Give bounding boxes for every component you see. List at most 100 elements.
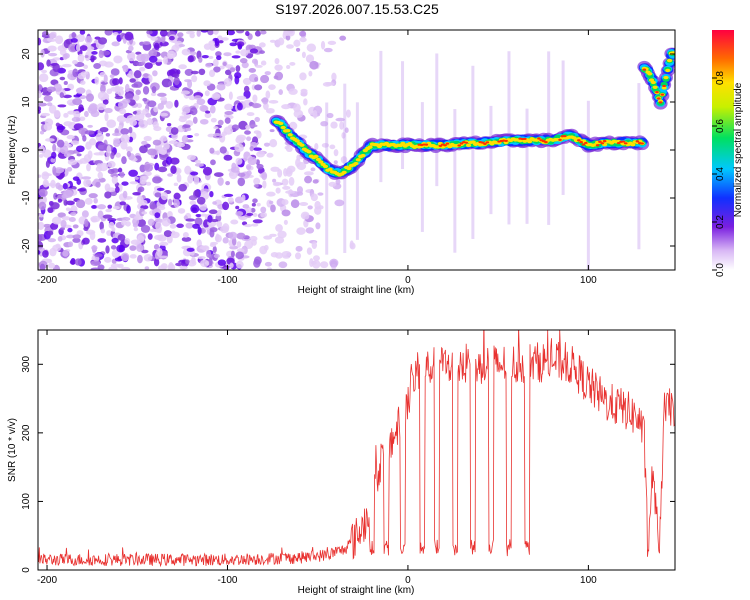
spectrogram-speckle (154, 192, 162, 198)
spectrogram-speckle (329, 258, 339, 268)
spectrogram-speckle (241, 61, 249, 69)
spectrogram-speckle (197, 255, 206, 260)
spectrogram-speckle (215, 150, 221, 156)
spectrogram-speckle (97, 204, 107, 210)
spectrogram-speckle (41, 92, 51, 96)
ridge-blob (465, 143, 472, 148)
spectrogram-speckle (73, 94, 81, 98)
spectrogram-speckle (295, 245, 303, 252)
spectrogram-speckle (246, 136, 252, 142)
spectrogram-speckle (54, 167, 65, 174)
spectrogram-speckle (196, 196, 206, 205)
spectrogram-speckle (99, 71, 106, 77)
spectrogram-speckle (255, 64, 263, 68)
spectrogram-speckle (293, 39, 301, 47)
spectrogram-speckle (120, 134, 130, 143)
ridge-blob (660, 93, 665, 96)
spectrogram-speckle (69, 259, 76, 265)
ridge-blob (355, 158, 361, 162)
spectrogram-speckle (152, 70, 158, 77)
spectrogram-speckle (166, 123, 172, 127)
spectrogram-speckle (294, 252, 302, 260)
spectrogram-speckle (63, 81, 68, 85)
ridge-blob (327, 167, 333, 172)
colorbar-tick-label: 0.4 (715, 167, 726, 181)
spectrogram-speckle (61, 63, 72, 68)
spectrogram-speckle (222, 201, 230, 211)
colorbar-tick-label: 0.2 (715, 215, 726, 229)
spectrogram-speckle (142, 97, 148, 102)
ridge-blob (544, 141, 548, 144)
spectrogram-speckle (97, 210, 104, 219)
spectrogram-speckle (153, 106, 159, 113)
spectrogram-speckle (239, 58, 248, 64)
spectrogram-speckle (266, 152, 274, 158)
ridge-blob (483, 142, 487, 146)
spectrogram-speckle (129, 78, 136, 83)
spectrogram-speckle (200, 259, 210, 268)
spectrogram-speckle (303, 98, 308, 106)
snr-y-axis: 0 100 200 300 (21, 356, 675, 573)
spectrogram-speckle (331, 72, 337, 82)
spectrogram-speckle (218, 40, 224, 44)
spectrogram-speckle (128, 169, 138, 177)
spectrogram-speckle (38, 250, 41, 255)
spectrogram-speckle (126, 146, 133, 153)
ridge-blob (306, 150, 312, 154)
spectrogram-speckle (229, 67, 236, 73)
spectrogram-speckle (110, 152, 115, 160)
spectrogram-speckle (260, 206, 267, 214)
spectrogram-speckle (302, 213, 310, 220)
spectrogram-speckle (155, 221, 162, 231)
spectrogram-speckle (59, 92, 65, 99)
spectrogram-speckle (256, 202, 261, 207)
spectrogram-speckle (174, 99, 179, 108)
spectrogram-speckle (97, 91, 108, 101)
spectrogram-streak (435, 53, 439, 187)
spectrogram-speckle (120, 141, 128, 150)
spectrogram-speckle (83, 64, 89, 70)
spectrogram-speckle (228, 231, 238, 240)
spectrogram-speckle (254, 116, 260, 123)
spectrogram-speckle (190, 70, 199, 75)
spectrogram-speckle (144, 266, 150, 270)
spectrogram-speckle (39, 153, 44, 158)
spectrogram-speckle (236, 232, 246, 240)
spectrogram-speckle (310, 167, 316, 172)
spectrogram-speckle (75, 43, 81, 52)
spectrogram-speckle (281, 251, 292, 258)
spectrogram-speckle (38, 62, 45, 71)
spectrogram-speckle (177, 142, 186, 148)
spectrogram-speckle (219, 146, 227, 154)
ridge-blob (299, 143, 305, 147)
spectrogram-speckle (90, 260, 101, 267)
spectrogram-speckle (295, 47, 301, 52)
spectrogram-speckle (112, 206, 120, 210)
spectrogram-speckle (328, 181, 337, 187)
spectrogram-speckle (258, 42, 266, 48)
spectrogram-speckle (275, 187, 281, 194)
spectrogram-speckle (235, 136, 245, 144)
spectrogram-speckle (333, 149, 339, 157)
x-tick-label: -100 (217, 575, 237, 586)
spectrogram-speckle (38, 174, 42, 178)
spectrogram-speckle (59, 76, 66, 81)
spectrogram-speckle (79, 45, 88, 51)
spectrogram-speckle (79, 30, 86, 35)
spectrogram-speckle (272, 178, 277, 183)
spectrogram-speckle (119, 171, 125, 178)
spectrogram-speckle (229, 262, 234, 269)
spectrogram-speckle (78, 106, 85, 112)
snr-x-label: Height of straight line (km) (298, 585, 415, 596)
spectrogram-speckle (263, 244, 269, 251)
spectrogram-speckle (217, 177, 224, 186)
spectrogram-speckle (178, 183, 188, 192)
spectrogram-speckle (165, 101, 174, 109)
spectrogram-speckle (197, 226, 202, 236)
y-tick-label: -20 (21, 238, 32, 253)
spectrogram-speckle (185, 218, 196, 222)
spectrogram-speckle (111, 132, 122, 137)
spectrogram-speckle (137, 186, 145, 193)
spectrogram-speckle (235, 65, 241, 73)
spectrogram-speckle (204, 110, 211, 114)
